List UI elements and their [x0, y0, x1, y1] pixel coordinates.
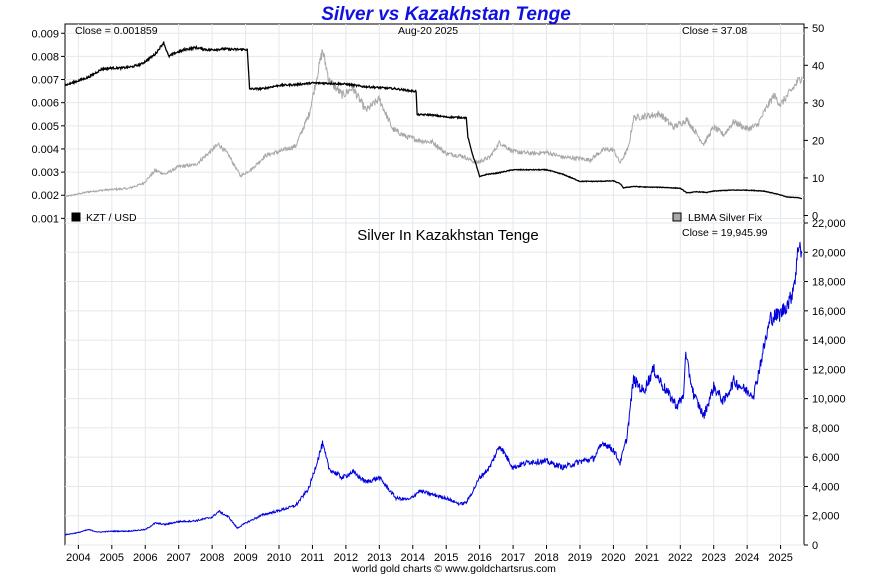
bottom-right-tick-label: 14,000 — [812, 335, 846, 347]
bottom-right-tick-label: 10,000 — [812, 394, 846, 406]
top-close-left: Close = 0.001859 — [75, 25, 158, 37]
x-tick-label: 2011 — [301, 552, 325, 564]
series-layer — [64, 41, 803, 536]
x-tick-label: 2019 — [568, 552, 592, 564]
x-tick-label: 2021 — [635, 552, 659, 564]
x-tick-label: 2014 — [401, 552, 425, 564]
x-tick-label: 2018 — [534, 552, 558, 564]
top-left-tick-label: 0.007 — [31, 75, 59, 87]
bottom-chart-title: Silver In Kazakhstan Tenge — [357, 227, 539, 244]
x-tick-label: 2016 — [467, 552, 491, 564]
bottom-right-tick-label: 20,000 — [812, 247, 846, 259]
bottom-right-tick-label: 12,000 — [812, 364, 846, 376]
top-close-right: Close = 37.08 — [682, 25, 747, 37]
x-tick-label: 2024 — [735, 552, 759, 564]
x-tick-label: 2025 — [768, 552, 792, 564]
legend-kzt-swatch — [71, 212, 81, 222]
footer-credit: world gold charts © www.goldchartsrus.co… — [351, 563, 556, 575]
top-left-tick-label: 0.001 — [31, 213, 59, 225]
bottom-right-tick-label: 0 — [812, 540, 818, 552]
x-tick-label: 2020 — [601, 552, 625, 564]
top-left-tick-label: 0.008 — [31, 51, 59, 63]
top-right-tick-label: 40 — [812, 60, 824, 72]
x-tick-label: 2007 — [166, 552, 190, 564]
bottom-right-tick-label: 4,000 — [812, 481, 840, 493]
top-left-tick-label: 0.006 — [31, 98, 59, 110]
bottom-right-tick-label: 2,000 — [812, 511, 840, 523]
top-right-tick-label: 30 — [812, 98, 824, 110]
bottom-right-tick-label: 18,000 — [812, 277, 846, 289]
legend-kzt-label: KZT / USD — [86, 212, 137, 224]
bottom-right-tick-label: 6,000 — [812, 452, 840, 464]
top-left-tick-label: 0.005 — [31, 121, 59, 133]
top-left-tick-label: 0.004 — [31, 144, 59, 156]
top-left-tick-label: 0.009 — [31, 28, 59, 40]
x-tick-label: 2004 — [66, 552, 90, 564]
x-tick-label: 2013 — [367, 552, 391, 564]
top-right-tick-label: 0 — [812, 210, 818, 222]
x-tick-label: 2008 — [200, 552, 224, 564]
x-tick-label: 2023 — [701, 552, 725, 564]
top-left-tick-label: 0.002 — [31, 190, 59, 202]
top-right-tick-label: 10 — [812, 173, 824, 185]
silver-usd-line — [64, 49, 803, 198]
top-left-tick-label: 0.003 — [31, 167, 59, 179]
grid-layer — [65, 24, 804, 546]
x-tick-label: 2012 — [334, 552, 358, 564]
bottom-close-label: Close = 19,945.99 — [682, 227, 768, 239]
x-tick-label: 2009 — [233, 552, 257, 564]
x-tick-label: 2005 — [100, 552, 124, 564]
top-date-label: Aug-20 2025 — [398, 25, 458, 37]
kzt-usd-line — [64, 41, 803, 200]
bottom-right-tick-label: 22,000 — [812, 218, 846, 230]
legend-silver-swatch — [672, 212, 682, 222]
bottom-right-tick-label: 8,000 — [812, 423, 840, 435]
bottom-plot-frame — [64, 222, 805, 546]
chart-title: Silver vs Kazakhstan Tenge — [321, 4, 571, 25]
axis-layer: 2004 2005 2006 2007 2008 2009 2010 2011 2012 2013… — [31, 23, 845, 564]
x-tick-label: 2015 — [434, 552, 458, 564]
bottom-right-tick-label: 16,000 — [812, 306, 846, 318]
x-tick-label: 2017 — [501, 552, 525, 564]
silver-kzt-line — [64, 241, 803, 536]
top-right-tick-label: 20 — [812, 135, 824, 147]
x-tick-label: 2022 — [668, 552, 692, 564]
legend-silver-label: LBMA Silver Fix — [688, 212, 763, 224]
x-tick-label: 2006 — [133, 552, 157, 564]
x-tick-label: 2010 — [267, 552, 291, 564]
top-right-tick-label: 50 — [812, 23, 824, 35]
